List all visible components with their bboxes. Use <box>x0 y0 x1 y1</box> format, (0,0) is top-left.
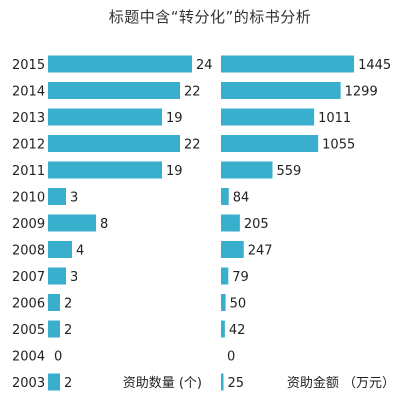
value-label: 25 <box>228 376 245 391</box>
bar <box>48 161 162 179</box>
bar <box>48 294 60 311</box>
bar <box>221 188 229 205</box>
value-label: 1055 <box>322 138 355 153</box>
value-label: 79 <box>232 270 249 285</box>
bar <box>221 214 240 232</box>
year-label: 2003 <box>12 376 45 391</box>
bar <box>48 241 72 258</box>
value-label: 559 <box>276 164 301 179</box>
year-label: 2014 <box>12 85 45 100</box>
bar <box>221 135 319 152</box>
year-label: 2004 <box>12 350 45 365</box>
bar <box>221 82 341 99</box>
value-label: 3 <box>70 270 78 285</box>
bar <box>221 373 224 391</box>
value-label: 1299 <box>345 85 378 100</box>
panel-axis-label: 资助数量 (个) <box>123 376 202 391</box>
year-label: 2008 <box>12 244 45 259</box>
value-label: 42 <box>229 323 246 338</box>
value-label: 19 <box>166 164 183 179</box>
value-label: 0 <box>54 350 62 365</box>
value-label: 1011 <box>318 111 351 126</box>
bar <box>48 188 66 205</box>
value-label: 0 <box>227 350 235 365</box>
bar <box>221 294 226 311</box>
bar <box>48 82 180 99</box>
value-label: 205 <box>244 217 269 232</box>
bar <box>221 161 273 179</box>
year-label: 2012 <box>12 138 45 153</box>
year-label: 2007 <box>12 270 45 285</box>
year-label: 2006 <box>12 297 45 312</box>
value-label: 247 <box>248 244 273 259</box>
year-label: 2011 <box>12 164 45 179</box>
bar <box>48 214 96 232</box>
value-label: 84 <box>233 191 250 206</box>
value-label: 2 <box>64 376 72 391</box>
value-label: 24 <box>196 58 213 73</box>
value-label: 22 <box>184 85 201 100</box>
chart-title: 标题中含“转分化”的标书分析 <box>108 8 312 26</box>
bar <box>221 320 225 338</box>
year-label: 2013 <box>12 111 45 126</box>
bar <box>48 55 192 73</box>
bar <box>48 108 162 126</box>
value-label: 1445 <box>358 58 391 73</box>
panel-axis-label: 资助金额 （万元） <box>287 375 395 391</box>
value-label: 2 <box>64 297 72 312</box>
bar <box>48 267 66 285</box>
year-label: 2015 <box>12 58 45 73</box>
value-label: 22 <box>184 138 201 153</box>
year-label: 2005 <box>12 323 45 338</box>
bar <box>48 320 60 338</box>
value-label: 8 <box>100 217 108 232</box>
bar <box>48 135 180 152</box>
bar <box>48 373 60 391</box>
value-label: 19 <box>166 111 183 126</box>
value-label: 50 <box>230 297 247 312</box>
bar <box>221 241 244 258</box>
bar <box>221 267 229 285</box>
year-label: 2010 <box>12 191 45 206</box>
bar <box>221 108 315 126</box>
bar <box>221 55 355 73</box>
year-label: 2009 <box>12 217 45 232</box>
value-label: 4 <box>76 244 84 259</box>
value-label: 2 <box>64 323 72 338</box>
value-label: 3 <box>70 191 78 206</box>
